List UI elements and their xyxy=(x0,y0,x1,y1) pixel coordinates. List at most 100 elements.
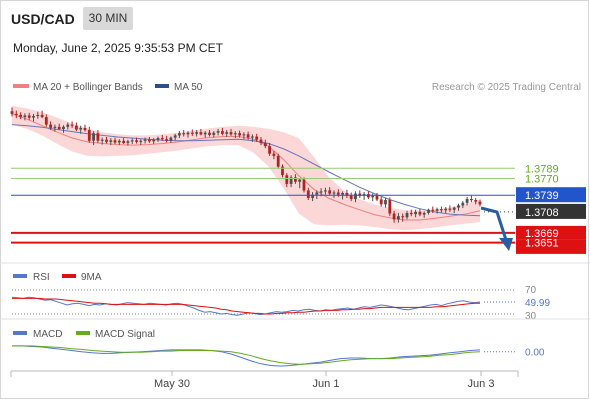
candle-body xyxy=(100,139,104,141)
candle-body xyxy=(122,140,125,143)
pivot-price-label: 1.3739 xyxy=(525,190,559,202)
candle-body xyxy=(130,140,134,142)
candle-body xyxy=(225,132,229,134)
candle-body xyxy=(345,193,349,196)
resistance-2-label: 1.3770 xyxy=(525,174,559,186)
candle-body xyxy=(75,125,78,130)
rsi-70-label: 70 xyxy=(525,285,537,296)
candle-body xyxy=(32,116,35,118)
ma50-legend-label: MA 50 xyxy=(174,82,203,93)
resistance-1-label: 1.3789 xyxy=(525,163,559,175)
candle-body xyxy=(319,191,323,193)
candle-body xyxy=(178,133,181,136)
candle-body xyxy=(233,133,237,135)
candle-body xyxy=(126,141,130,143)
candle-body xyxy=(268,146,271,154)
timeframe-button[interactable]: 30 MIN xyxy=(83,7,133,30)
candle-body xyxy=(27,115,31,118)
rsi-line xyxy=(11,296,481,316)
candle-body xyxy=(49,124,52,128)
candle-body xyxy=(186,132,190,135)
credit-label: Research © 2025 Trading Central xyxy=(432,82,581,93)
candle-body xyxy=(422,213,426,215)
candle-body xyxy=(57,126,61,129)
candle-body xyxy=(405,213,409,218)
candle-body xyxy=(92,133,95,141)
candle-body xyxy=(96,133,100,141)
candle-body xyxy=(302,179,306,191)
candle-body xyxy=(199,132,203,135)
last-price-label: 1.3708 xyxy=(525,207,559,219)
macd-value-label: 0.00 xyxy=(525,348,545,359)
candle-body xyxy=(315,192,319,195)
candle-body xyxy=(87,130,91,141)
candle-body xyxy=(229,132,233,135)
candle-body xyxy=(289,177,293,184)
candle-body xyxy=(10,111,14,114)
candle-body xyxy=(36,114,40,116)
candle-body xyxy=(285,175,289,184)
candle-body xyxy=(414,211,417,215)
candle-body xyxy=(152,139,156,142)
rsi-ma-legend-label: 9MA xyxy=(81,272,102,283)
ma20-line xyxy=(11,113,481,221)
candle-body xyxy=(474,200,478,202)
rsi-30-label: 30 xyxy=(525,311,537,322)
candle-body xyxy=(431,209,435,211)
candle-body xyxy=(375,195,379,200)
candle-body xyxy=(195,132,198,134)
macd-signal-legend-label: MACD Signal xyxy=(95,329,155,340)
ma50-legend-swatch xyxy=(155,84,169,88)
support-2-label: 1.3651 xyxy=(525,238,559,250)
candle-body xyxy=(336,192,340,195)
candle-body xyxy=(255,136,259,140)
candle-body xyxy=(62,126,65,129)
candle-body xyxy=(276,155,280,167)
candle-body xyxy=(384,200,387,205)
candle-body xyxy=(452,207,456,210)
macd-legend-label: MACD xyxy=(33,329,62,340)
candle-body xyxy=(367,194,370,198)
forecast-arrow-icon xyxy=(480,206,513,251)
candle-body xyxy=(113,140,117,143)
candle-body xyxy=(461,202,465,206)
candle-body xyxy=(160,138,164,140)
candle-body xyxy=(444,208,448,211)
last-price-box xyxy=(516,203,586,219)
candle-body xyxy=(298,179,302,182)
candle-body xyxy=(311,194,314,198)
candle-body xyxy=(173,135,177,138)
rsi-legend-label: RSI xyxy=(33,272,50,283)
candle-body xyxy=(259,139,263,143)
candle-body xyxy=(332,192,336,194)
candle-body xyxy=(392,213,396,220)
candle-body xyxy=(440,209,443,211)
candle-body xyxy=(457,205,460,208)
candle-body xyxy=(401,216,405,218)
x-axis-tick-label: May 30 xyxy=(154,378,190,390)
rsi-legend-swatch xyxy=(13,274,27,278)
candle-body xyxy=(306,190,310,198)
pivot-price-box xyxy=(516,187,586,203)
candle-body xyxy=(242,134,246,136)
candle-body xyxy=(109,140,113,142)
candle-body xyxy=(294,177,297,182)
candle-body xyxy=(409,213,413,215)
candle-body xyxy=(44,117,48,125)
rsi-value-label: 49.99 xyxy=(525,298,550,309)
candle-body xyxy=(379,199,383,205)
candle-body xyxy=(105,139,108,142)
candle-body xyxy=(148,139,151,142)
x-axis-tick-label: Jun 1 xyxy=(313,378,340,390)
candle-body xyxy=(135,140,138,142)
ma20-legend-swatch xyxy=(13,84,29,88)
candle-body xyxy=(14,113,18,115)
candle-body xyxy=(19,114,22,118)
price-panel: 1.3789 1.3770 1.3739 1.3708 1.3669 1.365… xyxy=(10,105,586,254)
candle-body xyxy=(216,131,220,133)
macd-legend-swatch xyxy=(13,331,27,335)
candle-body xyxy=(139,140,143,142)
candle-body xyxy=(388,200,392,214)
candles xyxy=(10,107,482,223)
